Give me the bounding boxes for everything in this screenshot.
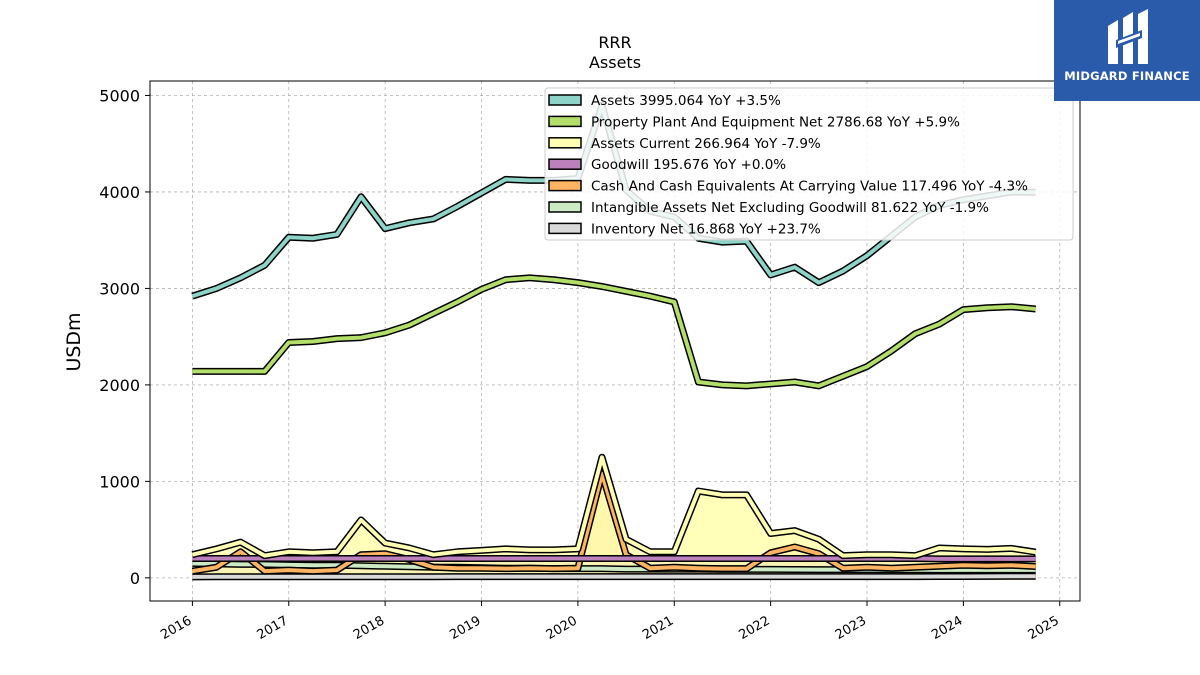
x-tick-label: 2020 — [544, 613, 580, 643]
x-tick-label: 2022 — [736, 613, 772, 643]
y-tick-label: 5000 — [99, 86, 140, 105]
x-tick-label: 2025 — [1026, 613, 1062, 643]
x-tick-label: 2016 — [158, 613, 194, 643]
midgard-logo-icon — [1108, 9, 1148, 64]
legend-entry: Property Plant And Equipment Net 2786.68… — [591, 114, 960, 130]
plot-frame — [149, 80, 1081, 602]
y-tick-label: 0 — [130, 569, 140, 588]
legend-swatch — [548, 179, 582, 192]
y-axis-ticks: 0 1000 2000 3000 4000 5000 — [99, 86, 150, 588]
legend-entry: Goodwill 195.676 YoY +0.0% — [591, 157, 786, 173]
y-tick-label: 3000 — [99, 279, 140, 298]
x-tick-label: 2021 — [640, 613, 676, 643]
legend-swatch — [548, 94, 582, 106]
chart-title: RRR — [598, 33, 631, 52]
x-tick-label: 2024 — [929, 613, 965, 643]
legend-entry: Intangible Assets Net Excluding Goodwill… — [591, 200, 989, 216]
legend-box — [544, 87, 1074, 241]
y-axis-label: USDm — [63, 312, 85, 371]
x-tick-label: 2023 — [833, 613, 869, 643]
y-tick-label: 1000 — [99, 472, 140, 491]
legend-swatch — [548, 115, 582, 128]
legend: Assets 3995.064 YoY +3.5% Property Plant … — [544, 87, 1074, 241]
series-line — [192, 275, 1036, 388]
y-tick-label: 2000 — [99, 376, 140, 395]
x-tick-label: 2018 — [351, 613, 387, 643]
legend-swatch — [548, 137, 582, 149]
legend-entry: Assets Current 266.964 YoY -7.9% — [591, 136, 821, 152]
x-tick-label: 2017 — [255, 613, 291, 643]
legend-swatch — [548, 158, 582, 170]
legend-entry: Cash And Cash Equivalents At Carrying Va… — [591, 179, 1028, 195]
series-line — [192, 471, 1036, 574]
y-tick-label: 4000 — [99, 183, 140, 202]
brand-name: MIDGARD FINANCE — [1064, 69, 1190, 83]
legend-swatch — [548, 201, 582, 213]
series-line-outline — [192, 274, 1036, 390]
chart-subtitle: Assets — [589, 53, 641, 72]
series-line — [192, 574, 1036, 579]
legend-entry: Assets 3995.064 YoY +3.5% — [591, 93, 781, 109]
legend-swatch — [548, 222, 582, 235]
legend-entry: Inventory Net 16.868 YoY +23.7% — [591, 221, 821, 237]
x-tick-label: 2019 — [447, 613, 483, 643]
x-axis-ticks: 2016 2017 2018 2019 2020 2021 2022 2023 2024 2025 — [158, 601, 1062, 643]
midgard-finance-logo: MIDGARD FINANCE — [1054, 0, 1200, 101]
series-line — [191, 455, 1036, 558]
